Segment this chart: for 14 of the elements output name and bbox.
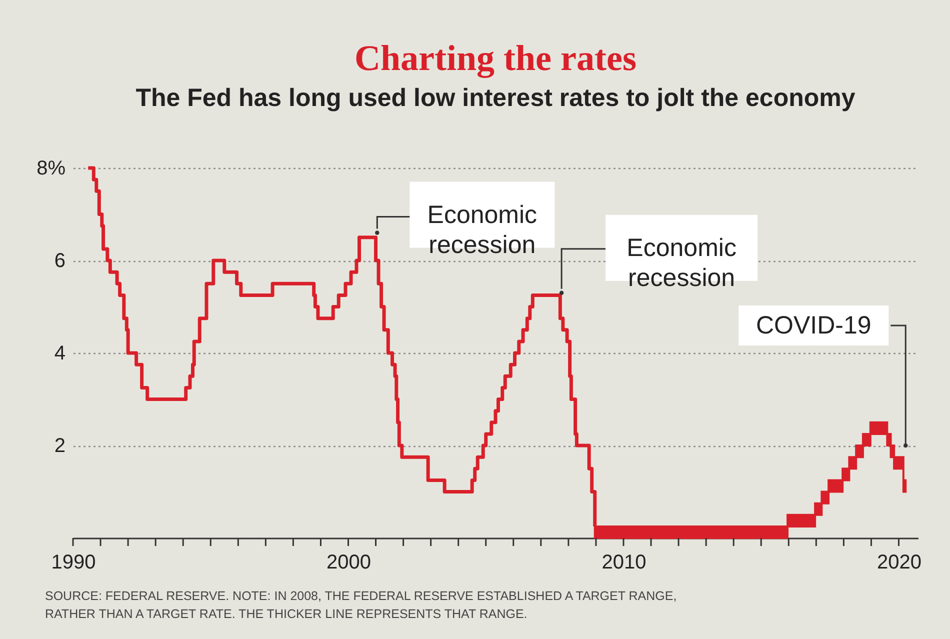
y-tick-label: 8%: [36, 158, 66, 180]
chart-subtitle: The Fed has long used low interest rates to jolt the economy: [136, 84, 856, 112]
y-tick-label: 6: [54, 250, 66, 272]
y-tick-label: 2: [54, 435, 66, 457]
x-tick-label: 2020: [876, 552, 922, 574]
y-tick-label: 4: [54, 342, 66, 364]
x-tick-label: 1990: [51, 552, 96, 574]
source-note: SOURCE: FEDERAL RESERVE. NOTE: IN 2008, THE FEDERAL RESERVE ESTABLISHED A TARGET RANGE, RATHER THAN A TARGET RATE. THE THICKER LINE REPRESENTS THAT RANGE.: [45, 589, 677, 621]
annotation: Economic recession: [427, 200, 538, 259]
annotation: COVID-19: [756, 312, 872, 340]
x-tick-label: 2000: [326, 552, 371, 574]
annotation: Economic recession: [626, 234, 736, 292]
chart-title: Charting the rates: [354, 38, 636, 78]
x-tick-label: 2010: [602, 552, 646, 574]
